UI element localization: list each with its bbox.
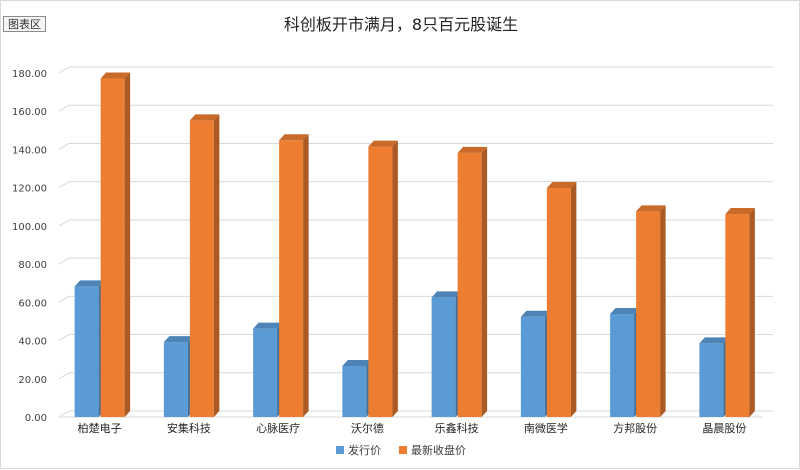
bar [520, 316, 545, 417]
bar-side [392, 140, 398, 418]
bar-top [520, 310, 551, 317]
bar-top [699, 337, 729, 344]
bar [546, 188, 571, 417]
y-tick-label: 140.00 [12, 145, 47, 156]
gridline-depth [58, 104, 70, 112]
x-tick-label: 沃尔德 [351, 421, 384, 435]
bar [253, 328, 278, 417]
gridline-depth [58, 181, 70, 189]
bar-top [189, 114, 220, 121]
y-tick-label: 180.00 [12, 69, 47, 80]
y-tick-label: 120.00 [12, 184, 47, 195]
bar-top [342, 360, 372, 367]
bar-top [636, 205, 666, 212]
legend: 发行价 最新收盘价 [1, 442, 800, 458]
legend-label-issue-price: 发行价 [348, 444, 381, 457]
bar [636, 211, 661, 417]
bar-top [725, 208, 755, 215]
y-tick-label: 100.00 [12, 222, 47, 233]
y-tick-label: 0.00 [25, 413, 47, 424]
legend-label-latest-close: 最新收盘价 [411, 444, 466, 457]
legend-swatch-issue-price [336, 446, 344, 454]
bar [431, 297, 456, 417]
bar [74, 286, 99, 417]
bar-top [279, 134, 309, 141]
bar [725, 214, 750, 417]
gridline-depth [58, 219, 70, 227]
gridline-depth [58, 410, 70, 418]
bar-side [124, 72, 131, 417]
bar [279, 140, 304, 417]
y-tick-label: 60.00 [18, 298, 47, 309]
gridline-depth [58, 257, 70, 265]
bar-top [74, 280, 105, 287]
chart-title: 科创板开市满月，8只百元股诞生 [283, 15, 519, 34]
bar [699, 343, 724, 417]
bar [342, 366, 367, 417]
bar-top [431, 291, 462, 298]
bar-top [253, 322, 283, 329]
bar-top [610, 308, 640, 315]
x-tick-label: 乐鑫科技 [435, 421, 479, 435]
bar-side [570, 182, 577, 417]
x-tick-label: 南微医学 [524, 421, 568, 435]
gridline-depth [58, 66, 70, 74]
bar-top [546, 182, 577, 189]
y-tick-label: 160.00 [12, 107, 47, 118]
bar-top [163, 336, 194, 343]
bar [368, 146, 393, 418]
bar [163, 342, 188, 417]
x-tick-label: 晶晨股份 [702, 422, 746, 435]
chart-area-label: 图表区 [3, 16, 46, 32]
bar-side [481, 146, 488, 417]
bar-top [457, 146, 488, 153]
gridline-depth [58, 143, 70, 150]
x-tick-label: 心脉医疗 [256, 421, 300, 435]
y-tick-label: 40.00 [18, 337, 47, 348]
gridline-depth [58, 372, 70, 380]
x-tick-label: 安集科技 [167, 421, 211, 435]
y-tick-label: 20.00 [18, 375, 47, 386]
bar-side [749, 208, 755, 417]
legend-item-issue-price: 发行价 [336, 442, 381, 458]
bar-top [368, 140, 398, 147]
y-tick-label: 80.00 [18, 260, 47, 271]
x-tick-label: 柏楚电子 [78, 421, 122, 435]
bar [189, 120, 214, 417]
bar-side [213, 114, 220, 417]
gridline-depth [58, 295, 70, 303]
legend-swatch-latest-close [399, 446, 407, 454]
bar-side [660, 205, 666, 417]
bar [457, 152, 482, 417]
gridline-depth [58, 334, 70, 341]
legend-item-latest-close: 最新收盘价 [399, 442, 466, 458]
bar [100, 78, 125, 417]
x-tick-label: 方邦股份 [613, 421, 657, 435]
bar-side [303, 134, 309, 417]
bar [610, 314, 635, 417]
bar-top [100, 72, 131, 79]
